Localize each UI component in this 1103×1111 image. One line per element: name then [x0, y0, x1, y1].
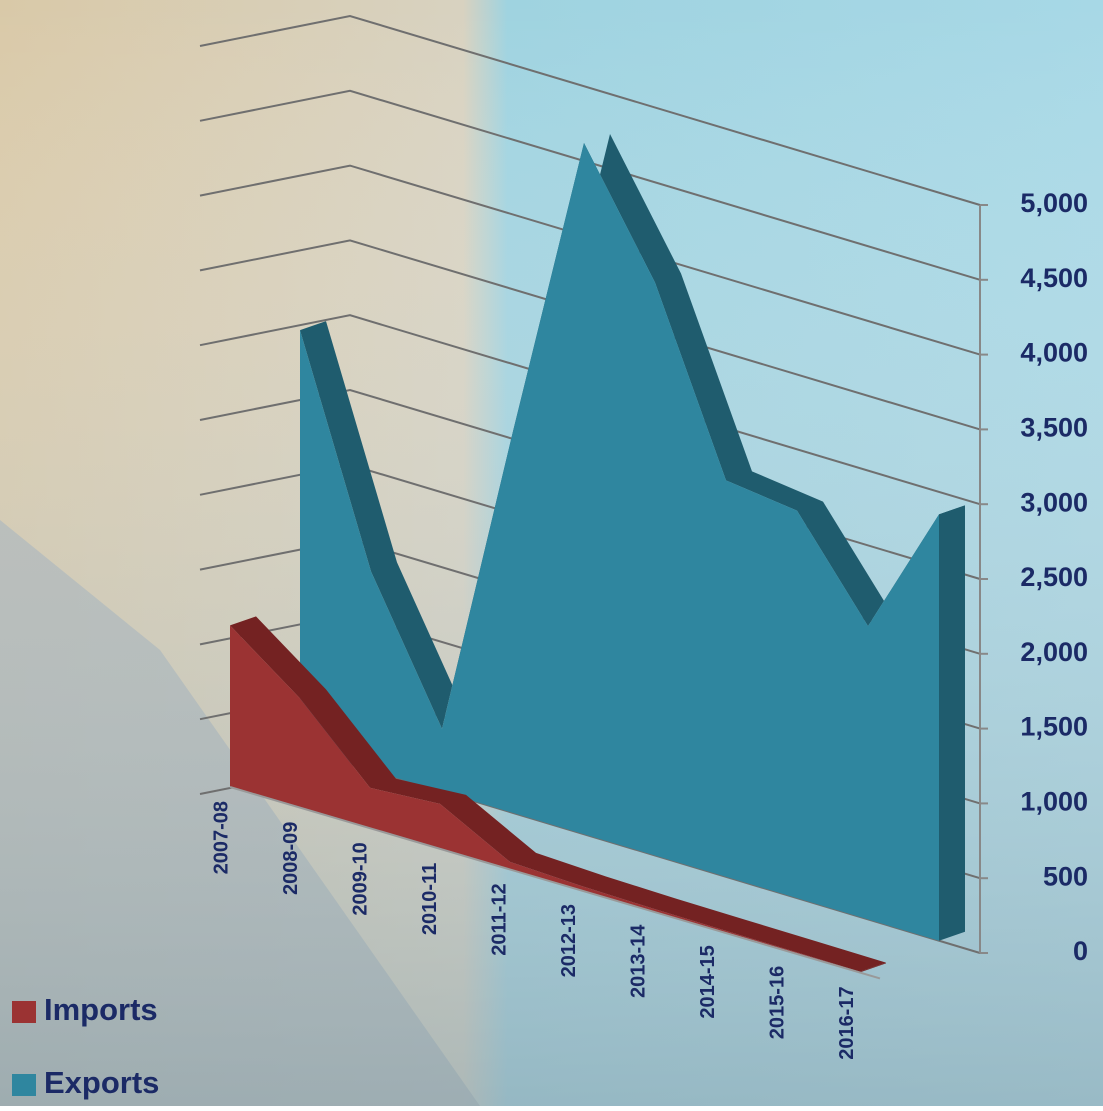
legend-label: Exports [44, 1065, 159, 1100]
y-tick-label: 500 [1043, 861, 1088, 891]
y-tick-label: 1,000 [1020, 787, 1088, 817]
legend-swatch [12, 1001, 36, 1023]
grid-line [199, 164, 981, 356]
legend-label: Imports [44, 992, 158, 1027]
y-tick-label: 3,500 [1020, 413, 1088, 443]
x-tick-label: 2008-09 [280, 822, 302, 895]
y-tick-label: 0 [1073, 936, 1088, 966]
y-tick-label: 4,000 [1020, 338, 1088, 368]
area [230, 625, 860, 973]
legend-swatch [12, 1074, 36, 1096]
y-tick-label: 4,500 [1020, 263, 1088, 293]
x-tick-label: 2010-11 [419, 863, 441, 935]
y-tick-label: 3,000 [1020, 487, 1088, 517]
area-end-side [860, 962, 886, 973]
x-tick-label: 2007-08 [210, 801, 232, 874]
x-axis [229, 786, 881, 980]
x-tick-label: 2012-13 [558, 904, 580, 977]
x-tick-label: 2015-16 [766, 966, 788, 1039]
area [300, 143, 939, 941]
y-tick-label: 1,500 [1020, 712, 1088, 742]
grid-line [199, 314, 981, 506]
x-tick-label: 2011-12 [488, 883, 510, 955]
area-end-side [939, 505, 965, 941]
x-tick-label: 2013-14 [627, 924, 649, 998]
y-tick-label: 2,000 [1020, 637, 1088, 667]
y-tick-label: 2,500 [1020, 562, 1088, 592]
x-tick-label: 2014-15 [697, 945, 719, 1018]
x-tick-label: 2009-10 [349, 842, 371, 915]
x-tick-label: 2016-17 [836, 986, 858, 1059]
grid-line [199, 14, 981, 206]
grid-line [199, 89, 981, 281]
y-tick-label: 5,000 [1020, 188, 1088, 218]
grid-line [199, 239, 981, 431]
